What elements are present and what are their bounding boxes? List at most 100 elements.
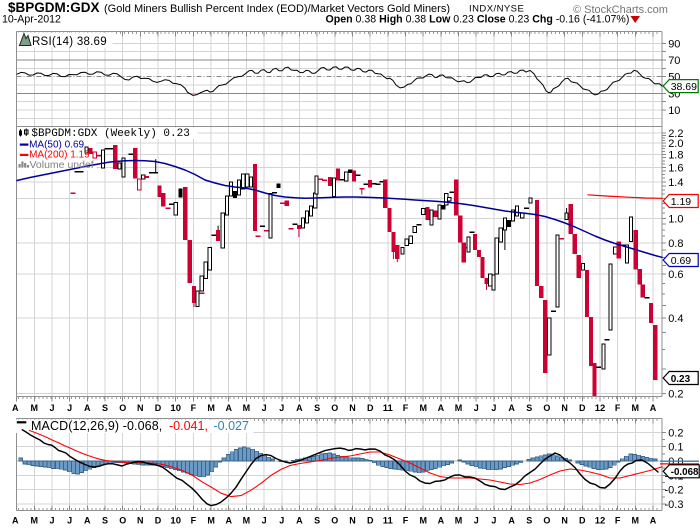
svg-text:A: A xyxy=(84,516,91,526)
svg-text:1.8: 1.8 xyxy=(668,150,683,162)
svg-text:D: D xyxy=(367,516,374,526)
svg-text:A: A xyxy=(508,403,515,413)
svg-text:O: O xyxy=(543,403,550,413)
svg-text:M: M xyxy=(243,516,251,526)
svg-text:D: D xyxy=(155,516,162,526)
svg-text:F: F xyxy=(615,516,621,526)
svg-text:-0.068: -0.068 xyxy=(671,467,699,478)
svg-text:A: A xyxy=(296,403,303,413)
svg-text:M: M xyxy=(419,403,427,413)
svg-text:1.19: 1.19 xyxy=(671,196,692,208)
svg-text:J: J xyxy=(491,403,496,413)
svg-text:N: N xyxy=(137,403,144,413)
svg-text:J: J xyxy=(49,403,54,413)
svg-text:A: A xyxy=(12,516,19,526)
svg-text:© StockCharts.com: © StockCharts.com xyxy=(573,4,668,16)
svg-text:-0.041,: -0.041, xyxy=(169,419,208,433)
svg-text:N: N xyxy=(561,403,568,413)
svg-text:D: D xyxy=(579,516,586,526)
svg-text:A: A xyxy=(225,516,232,526)
svg-text:S: S xyxy=(102,403,108,413)
svg-text:J: J xyxy=(262,403,267,413)
svg-text:0.23: 0.23 xyxy=(671,374,691,385)
svg-text:N: N xyxy=(349,403,356,413)
svg-text:D: D xyxy=(579,403,586,413)
svg-text:90: 90 xyxy=(668,38,680,50)
svg-text:J: J xyxy=(279,516,284,526)
svg-text:0.1: 0.1 xyxy=(668,442,683,454)
svg-text:1.6: 1.6 xyxy=(668,162,683,174)
svg-text:11: 11 xyxy=(383,516,394,527)
svg-text:A: A xyxy=(225,403,232,413)
svg-text:J: J xyxy=(279,403,284,413)
svg-text:N: N xyxy=(137,516,144,526)
svg-text:10-Apr-2012: 10-Apr-2012 xyxy=(2,14,61,26)
svg-text:O: O xyxy=(543,516,550,526)
svg-text:F: F xyxy=(403,403,409,413)
svg-text:12: 12 xyxy=(595,516,606,527)
svg-text:A: A xyxy=(296,516,303,526)
svg-text:M: M xyxy=(31,516,39,526)
svg-text:S: S xyxy=(314,403,320,413)
svg-text:M: M xyxy=(207,403,215,413)
svg-text:N: N xyxy=(561,516,568,526)
svg-text:O: O xyxy=(119,403,126,413)
svg-text:F: F xyxy=(615,403,621,413)
svg-text:A: A xyxy=(12,403,19,413)
svg-text:A: A xyxy=(84,403,91,413)
svg-text:0.2: 0.2 xyxy=(668,427,683,439)
svg-text:-0.3: -0.3 xyxy=(665,499,684,511)
svg-text:S: S xyxy=(526,403,532,413)
svg-text:A: A xyxy=(650,516,657,526)
svg-text:J: J xyxy=(474,403,479,413)
svg-text:S: S xyxy=(526,516,532,526)
svg-text:D: D xyxy=(367,403,374,413)
svg-text:1.4: 1.4 xyxy=(668,177,683,189)
svg-text:RSI(14) 38.69: RSI(14) 38.69 xyxy=(32,36,107,48)
svg-text:S: S xyxy=(314,516,320,526)
svg-text:M: M xyxy=(455,403,463,413)
svg-text:M: M xyxy=(31,403,39,413)
svg-text:A: A xyxy=(650,403,657,413)
svg-text:12: 12 xyxy=(595,403,606,414)
svg-text:$BPGDM:GDX (Weekly) 0.23: $BPGDM:GDX (Weekly) 0.23 xyxy=(31,128,189,140)
svg-text:S: S xyxy=(102,516,108,526)
svg-text:M: M xyxy=(207,516,215,526)
svg-text:J: J xyxy=(67,403,72,413)
svg-text:A: A xyxy=(508,516,515,526)
svg-text:10: 10 xyxy=(668,105,680,117)
svg-text:1.0: 1.0 xyxy=(668,214,683,226)
svg-text:MACD(12,26,9) -0.068,: MACD(12,26,9) -0.068, xyxy=(31,419,162,433)
svg-text:$BPGDM:GDX: $BPGDM:GDX xyxy=(8,0,100,15)
svg-text:O: O xyxy=(331,516,338,526)
svg-text:10: 10 xyxy=(170,403,181,414)
svg-text:38.69: 38.69 xyxy=(671,81,697,93)
svg-text:M: M xyxy=(243,403,251,413)
svg-text:J: J xyxy=(491,516,496,526)
svg-text:M: M xyxy=(455,516,463,526)
svg-text:F: F xyxy=(191,403,197,413)
svg-text:0.8: 0.8 xyxy=(668,238,683,250)
svg-text:J: J xyxy=(49,516,54,526)
svg-text:MA(200) 1.19: MA(200) 1.19 xyxy=(29,150,90,161)
svg-text:F: F xyxy=(403,516,409,526)
svg-text:M: M xyxy=(632,516,640,526)
svg-text:J: J xyxy=(262,516,267,526)
svg-text:O: O xyxy=(119,516,126,526)
svg-text:0.6: 0.6 xyxy=(668,269,683,281)
svg-text:2.0: 2.0 xyxy=(668,138,683,150)
svg-text:0.69: 0.69 xyxy=(671,255,692,267)
svg-text:0.4: 0.4 xyxy=(668,313,683,325)
svg-text:10: 10 xyxy=(170,516,181,527)
svg-text:M: M xyxy=(632,403,640,413)
svg-text:MA(50) 0.69: MA(50) 0.69 xyxy=(29,140,84,151)
svg-text:F: F xyxy=(191,516,197,526)
svg-text:INDX/NYSE: INDX/NYSE xyxy=(469,4,524,15)
svg-text:O: O xyxy=(331,403,338,413)
svg-text:-0.027: -0.027 xyxy=(214,419,249,433)
svg-text:M: M xyxy=(419,516,427,526)
svg-text:D: D xyxy=(155,403,162,413)
svg-text:0.2: 0.2 xyxy=(668,388,683,400)
svg-text:J: J xyxy=(67,516,72,526)
svg-text:Open 0.38 High 0.38 Low 0.23 C: Open 0.38 High 0.38 Low 0.23 Close 0.23 … xyxy=(326,14,630,26)
